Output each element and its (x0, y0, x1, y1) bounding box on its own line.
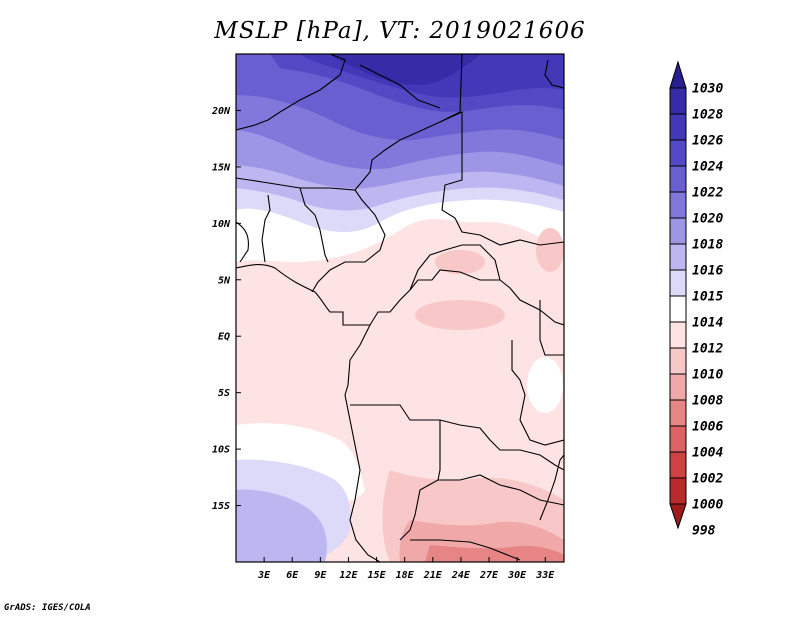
colorbar-min-arrow (669, 503, 687, 530)
lon-label: 24E (451, 570, 471, 581)
latitude-axis: 20N 15N 10N 5N EQ 5S 10S 15S (211, 106, 241, 512)
colorbar-swatch (669, 243, 687, 271)
lon-label: 33E (535, 570, 555, 581)
colorbar-swatch (669, 295, 687, 323)
lon-label: 9E (314, 570, 327, 581)
colorbar-swatch (669, 217, 687, 245)
colorbar-label: 1016 (692, 264, 723, 279)
colorbar-swatch (669, 269, 687, 297)
colorbar-swatch (669, 477, 687, 505)
colorbar-label: 1008 (692, 394, 723, 409)
lat-label: 10N (212, 219, 231, 230)
field-e-1010 (536, 228, 564, 272)
colorbar-label: 1012 (692, 342, 723, 357)
lat-label: 15N (212, 162, 231, 173)
colorbar-label: 1014 (692, 316, 723, 331)
colorbar-label: 1000 (692, 498, 723, 513)
colorbar-label: 1002 (692, 472, 723, 487)
colorbar-label: 1026 (692, 134, 723, 149)
colorbar-label: 1020 (692, 212, 723, 227)
colorbar-label: 1004 (692, 446, 723, 461)
colorbar-swatch (669, 347, 687, 375)
field-sw-1016 (236, 489, 327, 562)
lat-label: 10S (212, 445, 230, 456)
colorbar-label: 1022 (692, 186, 723, 201)
colorbar-label: 998 (692, 524, 716, 539)
colorbar-swatch (669, 451, 687, 479)
field-c-1010 (435, 250, 485, 274)
colorbar-swatch (669, 139, 687, 167)
longitude-axis: 3E 6E 9E 12E 15E 18E 21E 24E 27E 30E 33E (257, 557, 555, 581)
colorbar-swatch (669, 321, 687, 349)
colorbar-label: 1015 (692, 290, 723, 305)
lon-label: 12E (339, 570, 358, 581)
colorbar-swatch (669, 165, 687, 193)
pressure-field (236, 54, 564, 562)
lon-label: 3E (257, 570, 271, 581)
colorbar-swatch (669, 425, 687, 453)
colorbar-swatch (669, 399, 687, 427)
colorbar-label: 1028 (692, 108, 723, 123)
colorbar-label: 1010 (692, 368, 723, 383)
lon-label: 21E (423, 570, 443, 581)
map-frame (235, 53, 565, 563)
lon-label: 15E (368, 570, 387, 581)
lat-label: EQ (218, 332, 230, 343)
field-c2-1010 (415, 300, 505, 330)
lat-label: 15S (212, 501, 230, 512)
colorbar-swatch (669, 113, 687, 141)
colorbar-label: 1018 (692, 238, 723, 253)
lon-label: 27E (479, 570, 499, 581)
lat-label: 5N (218, 275, 231, 286)
colorbar-label: 1006 (692, 420, 723, 435)
country-borders (236, 54, 564, 562)
colorbar-label: 1030 (692, 82, 723, 97)
lon-label: 6E (286, 570, 299, 581)
colorbar: 1030 1028 1026 1024 1022 1020 1018 1016 1015 1014… (669, 60, 723, 539)
lat-label: 5S (218, 388, 230, 399)
field-s-1006 (425, 545, 564, 562)
colorbar-label: 1024 (692, 160, 723, 175)
map-title: MSLP [hPa], VT: 2019021606 (214, 18, 586, 44)
lon-label: 30E (507, 570, 527, 581)
colorbar-max-arrow (669, 60, 687, 89)
grads-credit: GrADS: IGES/COLA (4, 603, 91, 613)
colorbar-swatch (669, 191, 687, 219)
lat-label: 20N (211, 106, 231, 117)
field-1028 (330, 54, 480, 86)
lon-label: 18E (396, 570, 415, 581)
field-lake-1014 (527, 357, 563, 413)
colorbar-swatch (669, 373, 687, 401)
colorbar-swatch (669, 87, 687, 115)
